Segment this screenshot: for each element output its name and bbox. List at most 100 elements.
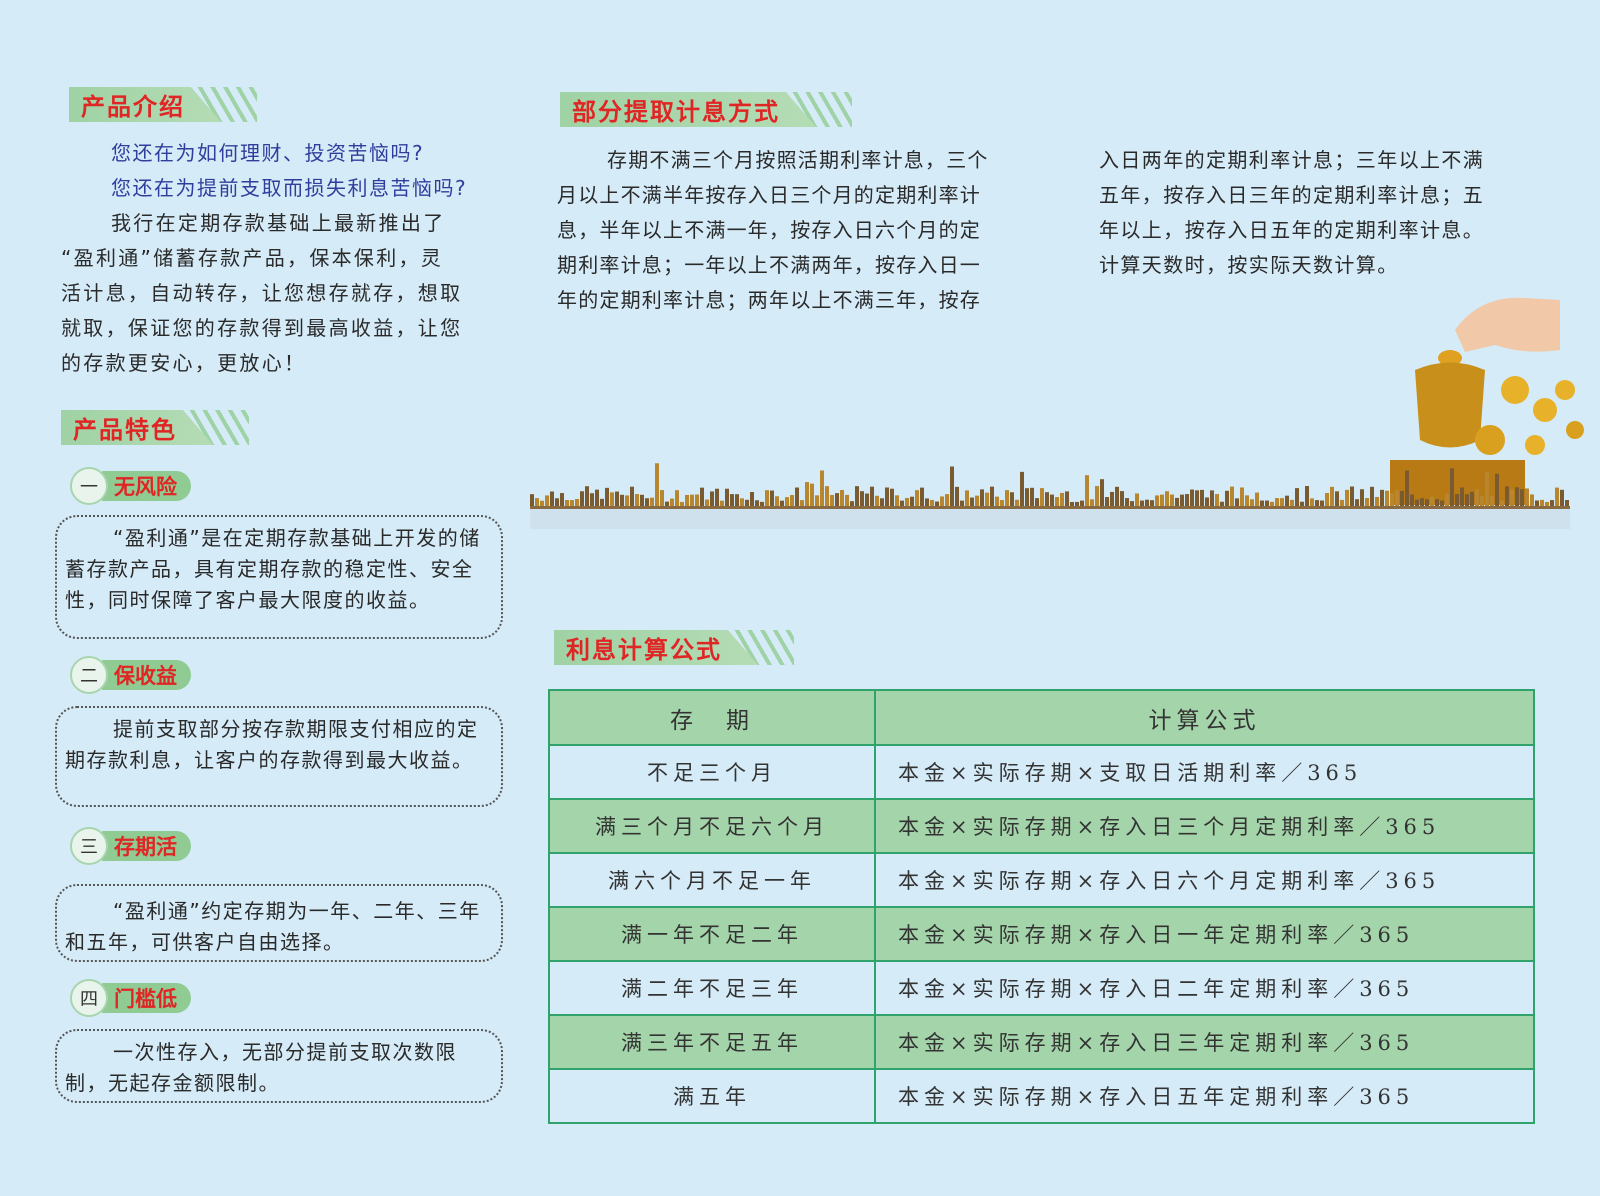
building	[965, 490, 969, 506]
partial-line: 期利率计息；一年以上不满两年，按存入日一	[557, 253, 981, 277]
building	[1265, 500, 1269, 506]
intro-body: 我行在定期存款基础上最新推出了 “盈利通”储蓄存款产品，保本保利，灵 活计息，自…	[61, 206, 506, 381]
building	[1260, 500, 1264, 506]
intro-question-2: 您还在为提前支取而损失利息苦恼吗?	[111, 176, 468, 200]
building	[635, 494, 639, 506]
building	[590, 493, 594, 506]
building	[970, 497, 974, 506]
building	[1065, 491, 1069, 506]
building	[1090, 499, 1094, 506]
building	[865, 493, 869, 506]
building	[1315, 500, 1319, 506]
table-row: 满五年 本金×实际存期×存入日五年定期利率／365	[548, 1068, 1535, 1124]
building	[1120, 491, 1124, 506]
formula-cell: 本金×实际存期×存入日二年定期利率／365	[874, 960, 1535, 1016]
feature-box-4: 一次性存入，无部分提前支取次数限制，无起存金额限制。	[55, 1029, 503, 1103]
building	[950, 466, 954, 506]
building	[910, 496, 914, 506]
intro-line: 我行在定期存款基础上最新推出了	[111, 211, 446, 235]
building	[980, 489, 984, 506]
building	[1480, 496, 1484, 506]
period-cell: 满三个月不足六个月	[548, 798, 876, 854]
building	[1430, 496, 1434, 506]
building	[1250, 499, 1254, 506]
building	[855, 486, 859, 506]
table-row: 满三年不足五年 本金×实际存期×存入日三年定期利率／365	[548, 1014, 1535, 1070]
building	[1445, 493, 1449, 506]
building	[1175, 497, 1179, 506]
building	[745, 499, 749, 506]
building	[760, 501, 764, 506]
building	[1130, 501, 1134, 506]
building	[1420, 498, 1424, 506]
building	[1005, 490, 1009, 506]
building	[850, 501, 854, 506]
building	[1390, 493, 1394, 506]
building	[1115, 486, 1119, 506]
building	[890, 488, 894, 506]
period-cell: 满一年不足二年	[548, 906, 876, 962]
building	[1015, 499, 1019, 506]
building	[695, 494, 699, 506]
building	[1450, 468, 1454, 506]
partial-line: 月以上不满半年按存入日三个月的定期利率计	[557, 183, 981, 207]
building	[875, 495, 879, 506]
building	[1165, 491, 1169, 506]
building	[620, 494, 624, 506]
building	[565, 499, 569, 506]
building	[1455, 493, 1459, 506]
building	[1400, 491, 1404, 506]
building	[1075, 501, 1079, 506]
building	[660, 490, 664, 506]
building	[945, 494, 949, 506]
hand-coins-illustration	[1390, 297, 1584, 505]
building	[1270, 501, 1274, 506]
building	[615, 491, 619, 506]
building	[1205, 497, 1209, 506]
formula-cell: 本金×实际存期×存入日三年定期利率／365	[874, 1014, 1535, 1070]
building	[830, 494, 834, 506]
building	[810, 483, 814, 506]
building	[570, 500, 574, 506]
building	[1355, 499, 1359, 506]
building	[1045, 492, 1049, 506]
building	[1180, 494, 1184, 506]
building	[530, 494, 534, 506]
building	[1195, 490, 1199, 506]
building	[940, 496, 944, 506]
building	[1100, 479, 1104, 506]
building	[630, 486, 634, 506]
building	[1020, 471, 1024, 506]
building	[715, 488, 719, 506]
building	[795, 487, 799, 506]
feature-number: 四	[70, 979, 108, 1017]
building	[1160, 494, 1164, 506]
building	[870, 486, 874, 506]
building	[960, 500, 964, 506]
building	[1290, 499, 1294, 506]
formula-table: 存 期 计算公式 不足三个月 本金×实际存期×支取日活期利率／365 满三个月不足…	[548, 689, 1535, 1124]
building	[955, 486, 959, 506]
building	[1125, 498, 1129, 506]
building	[1150, 500, 1154, 506]
partial-column-2: 入日两年的定期利率计息；三年以上不满 五年，按存入日三年的定期利率计息；五 年以…	[1099, 143, 1544, 283]
building	[1025, 488, 1029, 506]
building	[1435, 499, 1439, 506]
intro-line: 活计息，自动转存，让您想存就存，想取	[61, 281, 463, 305]
hand-icon	[1455, 297, 1560, 352]
building	[1295, 488, 1299, 506]
building	[805, 482, 809, 506]
building	[1255, 492, 1259, 506]
building	[1425, 499, 1429, 506]
feature-box-3: “盈利通”约定存期为一年、二年、三年和五年，可供客户自由选择。	[55, 884, 503, 962]
building	[1050, 494, 1054, 506]
building	[1465, 494, 1469, 506]
building	[1095, 486, 1099, 506]
feature-text: “盈利通”约定存期为一年、二年、三年和五年，可供客户自由选择。	[65, 899, 481, 954]
building	[610, 492, 614, 506]
building	[1475, 489, 1479, 506]
feature-text: “盈利通”是在定期存款基础上开发的储蓄存款产品，具有定期存款的稳定性、安全性，同…	[65, 526, 481, 612]
partial-column-1: 存期不满三个月按照活期利率计息，三个 月以上不满半年按存入日三个月的定期利率计 …	[557, 143, 1032, 318]
building	[675, 490, 679, 506]
building	[535, 498, 539, 506]
